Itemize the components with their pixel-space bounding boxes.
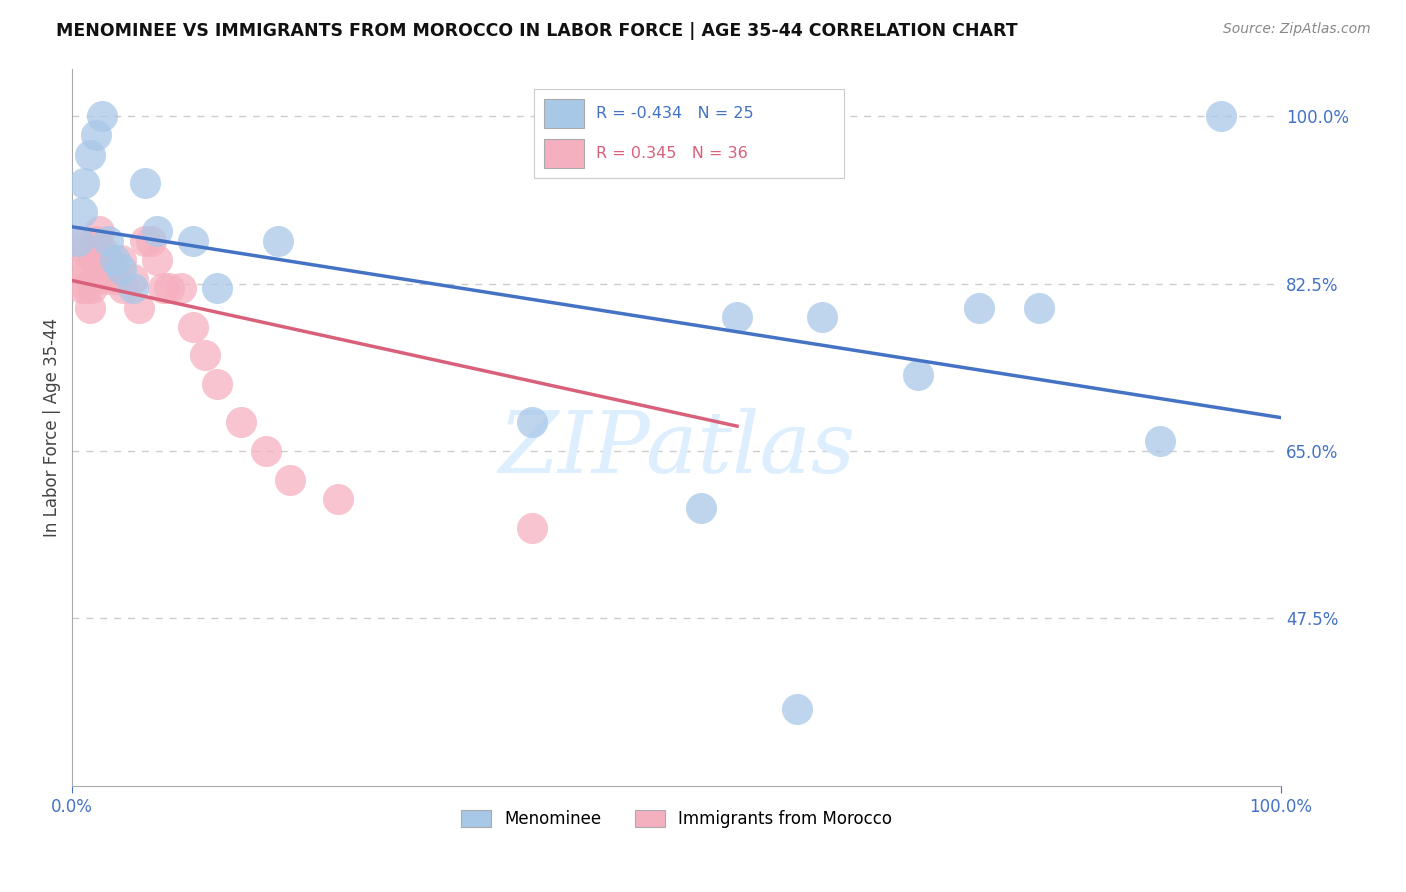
Text: R = 0.345   N = 36: R = 0.345 N = 36 (596, 146, 748, 161)
Point (77, 262, 100, 277)
Point (665, 109, 688, 123)
FancyBboxPatch shape (544, 99, 583, 128)
Point (725, 310, 748, 325)
Point (134, 176, 156, 190)
Point (907, 368, 929, 382)
Legend: Menominee, Immigrants from Morocco: Menominee, Immigrants from Morocco (454, 804, 898, 835)
Point (146, 224, 169, 238)
Point (86, 128, 108, 143)
Point (786, 702, 808, 716)
Point (80, 281, 103, 295)
Point (1028, 301, 1050, 315)
Point (76, 281, 98, 295)
Point (134, 234, 156, 248)
Point (231, 416, 253, 430)
Point (67, 234, 90, 248)
Point (73, 176, 96, 190)
Point (146, 252, 169, 267)
Point (86, 234, 108, 248)
Point (267, 234, 290, 248)
Text: Source: ZipAtlas.com: Source: ZipAtlas.com (1223, 22, 1371, 37)
Point (328, 491, 350, 506)
Point (121, 272, 143, 286)
Point (97, 252, 120, 267)
Point (170, 281, 193, 295)
Point (87, 224, 110, 238)
Point (84, 272, 107, 286)
Point (520, 520, 543, 534)
Point (128, 301, 150, 315)
Point (79, 301, 101, 315)
FancyBboxPatch shape (544, 139, 583, 168)
Point (157, 281, 180, 295)
Y-axis label: In Labor Force | Age 35-44: In Labor Force | Age 35-44 (44, 318, 60, 537)
Point (69, 262, 91, 277)
Point (278, 473, 301, 487)
Point (79, 147, 101, 161)
Point (73, 244, 96, 258)
Point (152, 281, 174, 295)
Point (103, 272, 125, 286)
Point (70, 205, 93, 219)
Point (103, 252, 125, 267)
Point (194, 348, 217, 362)
Point (181, 319, 204, 334)
Point (110, 252, 132, 267)
Point (70, 281, 93, 295)
Text: R = -0.434   N = 25: R = -0.434 N = 25 (596, 106, 754, 120)
Point (67, 234, 90, 248)
Point (689, 501, 711, 516)
Point (97, 234, 120, 248)
Point (181, 234, 204, 248)
Point (207, 281, 229, 295)
Point (810, 310, 832, 325)
Point (111, 281, 134, 295)
Point (91, 244, 114, 258)
Point (121, 281, 143, 295)
Point (110, 262, 132, 277)
Point (254, 444, 277, 458)
Point (83, 252, 105, 267)
Point (520, 416, 543, 430)
Text: MENOMINEE VS IMMIGRANTS FROM MOROCCO IN LABOR FORCE | AGE 35-44 CORRELATION CHAR: MENOMINEE VS IMMIGRANTS FROM MOROCCO IN … (56, 22, 1018, 40)
Text: ZIPatlas: ZIPatlas (498, 408, 855, 490)
Point (1149, 434, 1171, 449)
Point (100, 262, 122, 277)
Point (207, 377, 229, 392)
Point (139, 234, 162, 248)
Point (1209, 109, 1232, 123)
Point (967, 301, 990, 315)
Point (91, 109, 114, 123)
Point (94, 272, 117, 286)
